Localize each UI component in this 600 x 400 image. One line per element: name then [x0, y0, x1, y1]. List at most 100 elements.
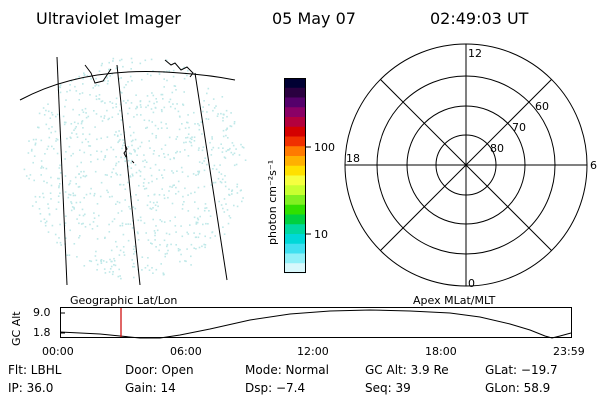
speckle [78, 214, 81, 216]
speckle [58, 167, 61, 169]
speckle [111, 273, 114, 276]
speckle [224, 175, 226, 177]
speckle [182, 103, 184, 106]
speckle [115, 164, 117, 167]
speckle [198, 171, 200, 174]
colorbar-segment [284, 204, 306, 215]
speckle [58, 186, 60, 189]
speckle [171, 202, 174, 205]
speckle [155, 136, 157, 139]
speckle [222, 113, 225, 116]
speckle [68, 193, 70, 196]
speckle [182, 203, 184, 206]
speckle [158, 194, 161, 196]
speckle [222, 119, 224, 122]
speckle [130, 159, 133, 162]
speckle [69, 194, 72, 196]
speckle [203, 100, 205, 102]
speckle [156, 229, 159, 232]
speckle [104, 236, 106, 239]
colorbar-segment [284, 185, 306, 196]
speckle [155, 225, 157, 227]
speckle [137, 219, 140, 222]
speckle [163, 86, 165, 88]
speckle [119, 224, 121, 227]
speckle [172, 75, 175, 78]
speckle [231, 193, 233, 195]
speckle [103, 117, 105, 119]
speckle [142, 182, 145, 184]
speckle [85, 174, 88, 177]
speckle [115, 97, 118, 100]
speckle [119, 249, 122, 252]
speckle [222, 207, 224, 210]
speckle [225, 109, 228, 112]
speckle [139, 175, 142, 177]
speckle [153, 102, 155, 105]
speckle [127, 165, 130, 168]
speckle [167, 249, 169, 252]
speckle [166, 127, 168, 129]
speckle [133, 116, 135, 118]
speckle [230, 151, 233, 154]
speckle [96, 269, 98, 271]
speckle [35, 201, 37, 203]
speckle [79, 235, 81, 237]
speckle [226, 115, 228, 118]
speckle [202, 146, 205, 148]
speckle [187, 194, 189, 196]
speckle [98, 214, 100, 217]
speckle [83, 74, 86, 76]
speckle [138, 169, 141, 172]
speckle [140, 141, 143, 144]
speckle [213, 164, 216, 167]
speckle [136, 113, 138, 116]
speckle [156, 178, 158, 180]
speckle [117, 141, 119, 144]
speckle [112, 60, 114, 62]
speckle [183, 141, 185, 144]
speckle [107, 118, 109, 121]
speckle [127, 81, 129, 83]
speckle [112, 106, 114, 109]
speckle [136, 105, 138, 108]
speckle [65, 121, 67, 124]
speckle [163, 239, 166, 242]
speckle [58, 237, 60, 239]
speckle [96, 150, 98, 152]
speckle [187, 133, 190, 135]
speckle [155, 268, 158, 271]
speckle [160, 263, 162, 265]
speckle [204, 207, 206, 209]
speckle [31, 205, 34, 207]
speckle [236, 186, 238, 188]
speckle [131, 173, 134, 176]
speckle [204, 244, 207, 246]
speckle [161, 188, 163, 190]
speckle [51, 224, 54, 227]
speckle [190, 264, 192, 266]
speckle [68, 254, 71, 256]
speckle [134, 164, 137, 166]
speckle [77, 186, 80, 188]
speckle [162, 272, 165, 274]
speckle [132, 139, 134, 142]
y-tick-label: 9.0 [33, 306, 51, 319]
speckle [152, 207, 154, 209]
orbit-altitude-curve [60, 309, 572, 339]
speckle [62, 115, 65, 118]
speckle [87, 115, 90, 118]
speckle [165, 59, 168, 61]
speckle [40, 160, 43, 162]
speckle [179, 116, 181, 118]
speckle [161, 93, 164, 96]
speckle [50, 184, 53, 187]
speckle [147, 104, 149, 107]
speckle [115, 67, 118, 70]
colorbar-segment [284, 263, 306, 274]
meridian-line [194, 72, 228, 281]
speckle [42, 107, 45, 109]
speckle [229, 125, 232, 127]
speckle [115, 156, 117, 158]
speckle [115, 103, 117, 105]
